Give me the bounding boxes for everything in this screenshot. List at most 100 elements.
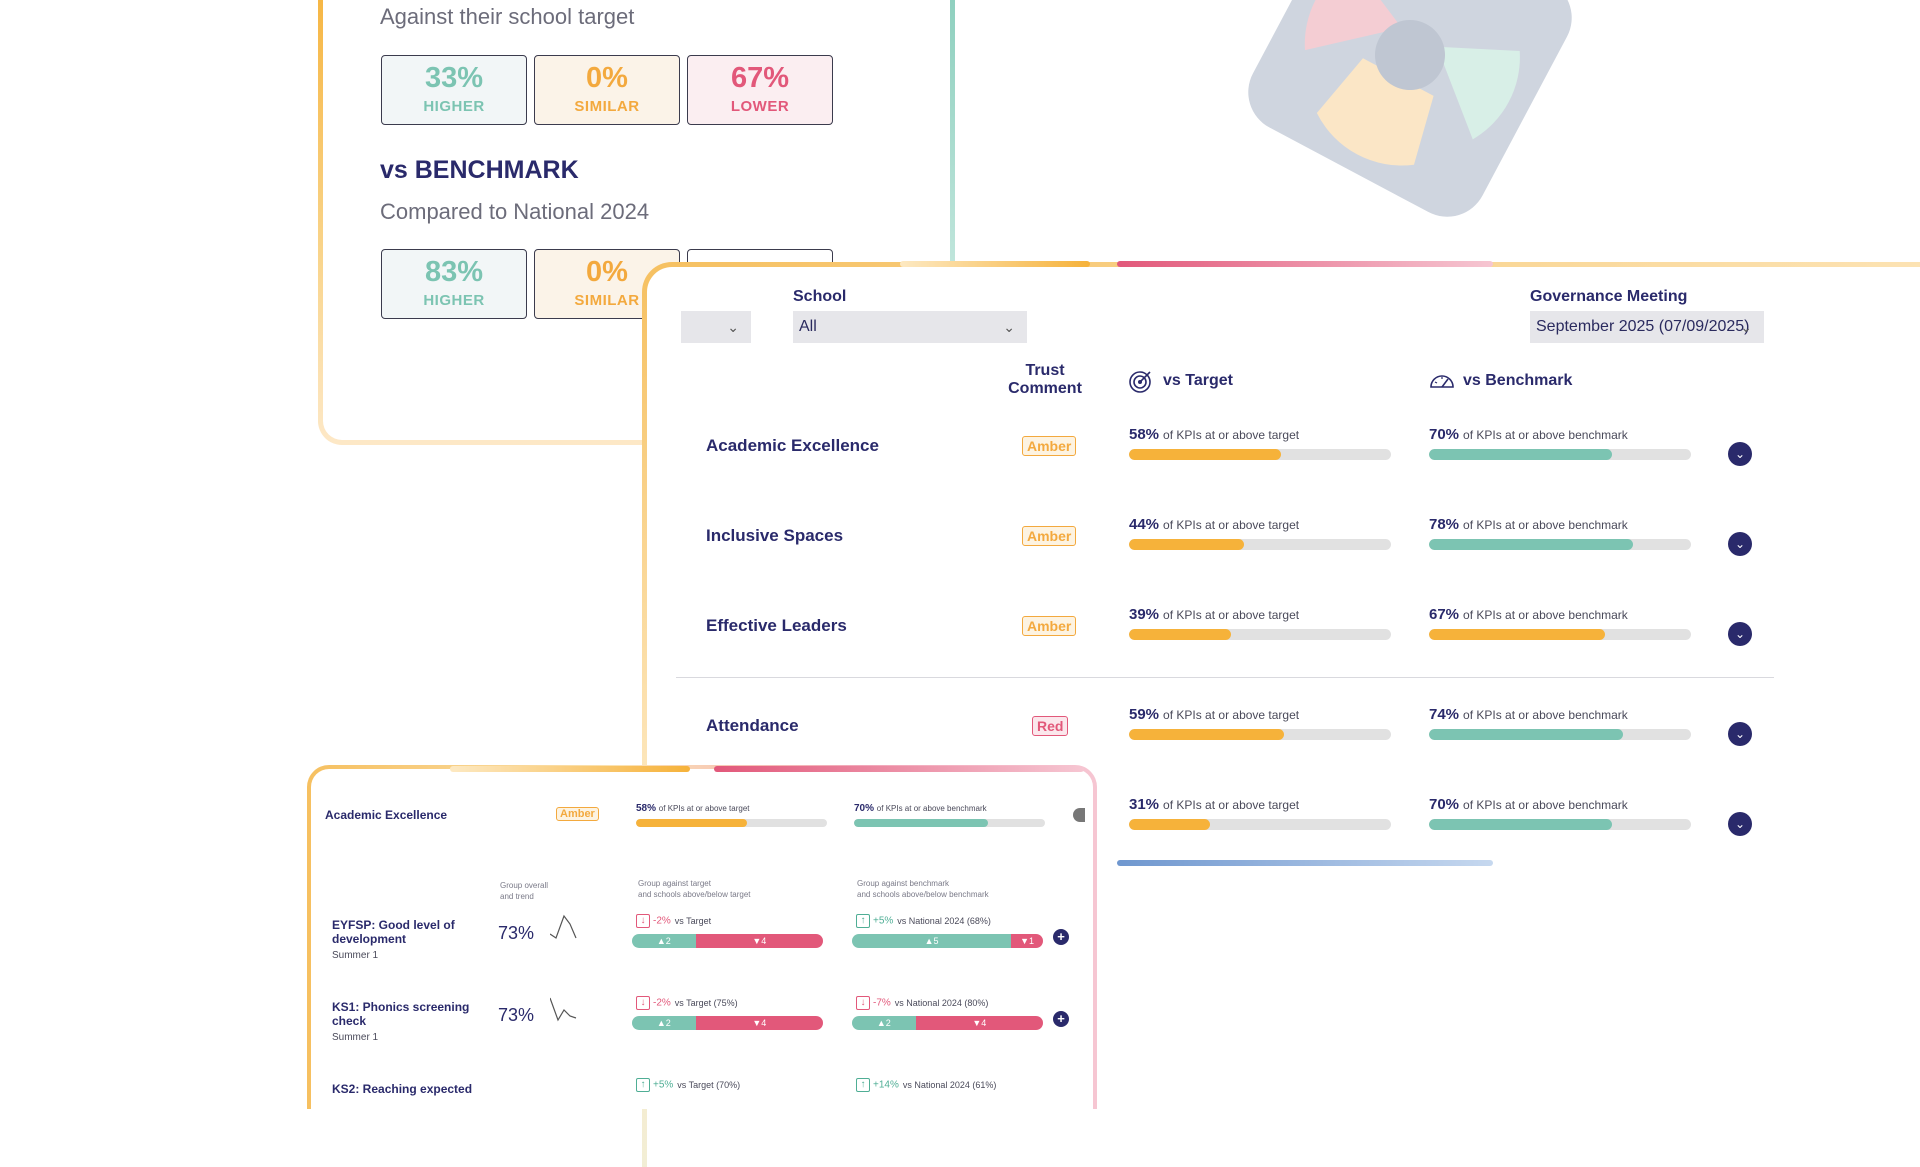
metric-title: EYFSP: Good level of development <box>332 918 455 946</box>
target-progress-fill <box>1129 819 1211 830</box>
stat-label: SIMILAR <box>574 292 640 309</box>
benchmark-kpi-text: 74% of KPIs at or above benchmark <box>1429 706 1628 723</box>
target-kpi-desc: of KPIs at or above target <box>1163 708 1300 722</box>
governance-meeting-value: September 2025 (07/09/2025) <box>1536 318 1750 335</box>
schools-below-segment: ▼4 <box>695 934 823 948</box>
chevron-down-icon: ⌄ <box>1003 319 1015 335</box>
target-schools-split-bar: ▲2 ▼4 <box>632 1016 823 1030</box>
school-select-value: All <box>799 318 817 335</box>
target-progress-bar <box>1129 819 1391 830</box>
target-kpi-text: 31% of KPIs at or above target <box>1129 796 1299 813</box>
accent-bar-pink <box>714 766 1084 772</box>
scroll-indicator[interactable] <box>1073 808 1085 822</box>
stat-label: SIMILAR <box>574 98 640 115</box>
benchmark-progress-bar <box>1429 449 1691 460</box>
benchmark-kpi-text: 70% of KPIs at or above benchmark <box>1429 796 1628 813</box>
benchmark-kpi-pct: 67% <box>1429 606 1460 623</box>
target-kpi-desc: of KPIs at or above target <box>1163 518 1300 532</box>
arrow-down-icon: ↓ <box>856 996 870 1010</box>
benchmark-delta-value: +5% <box>873 915 894 927</box>
school-select[interactable]: All ⌄ <box>793 311 1027 343</box>
target-progress-bar <box>1129 629 1391 640</box>
target-kpi-pct: 58% <box>1129 426 1160 443</box>
benchmark-kpi-desc: of KPIs at or above benchmark <box>1463 798 1628 812</box>
target-kpi-desc: of KPIs at or above target <box>1163 608 1300 622</box>
metric-title: KS1: Phonics screening check <box>332 1000 470 1028</box>
rag-badge: Amber <box>1022 526 1077 546</box>
benchmark-kpi-pct: 70% <box>1429 426 1460 443</box>
benchmark-title: vs BENCHMARK <box>380 156 579 184</box>
target-delta: ↑ +5% vs Target (70%) <box>636 1078 740 1092</box>
detail-bench-text: 70% of KPIs at or above benchmark <box>854 803 987 814</box>
expand-plus-icon[interactable]: + <box>1053 929 1069 945</box>
rag-badge: Amber <box>1022 436 1077 456</box>
arrow-up-icon: ↑ <box>856 1078 870 1092</box>
row-title: Effective Leaders <box>706 616 847 635</box>
target-kpi-text: 39% of KPIs at or above target <box>1129 606 1299 623</box>
target-kpi-pct: 44% <box>1129 516 1160 533</box>
benchmark-delta-ref: vs National 2024 (61%) <box>902 1079 997 1090</box>
expand-chevron-icon[interactable]: ⌄ <box>1728 812 1752 836</box>
stat-value: 83% <box>424 256 484 288</box>
target-delta: ↓ -2% vs Target <box>636 914 711 928</box>
detail-title: Academic Excellence <box>325 808 448 822</box>
detail-bench-track <box>854 819 1045 827</box>
target-column-header: Group against target and schools above/be… <box>638 878 751 900</box>
stat-value: 67% <box>730 62 790 94</box>
target-kpi-text: 59% of KPIs at or above target <box>1129 706 1299 723</box>
benchmark-kpi-desc: of KPIs at or above benchmark <box>1463 518 1628 532</box>
governance-meeting-select[interactable]: September 2025 (07/09/2025) ⌄ <box>1530 311 1764 343</box>
overall-column-header: Group overall and trend <box>500 880 548 902</box>
expand-plus-icon[interactable]: + <box>1053 1011 1069 1027</box>
benchmark-schools-split-bar: ▲2 ▼4 <box>852 1016 1043 1030</box>
benchmark-delta: ↑ +5% vs National 2024 (68%) <box>856 914 991 928</box>
target-icon <box>1129 371 1151 393</box>
detail-target-text: 58% of KPIs at or above target <box>636 803 750 814</box>
chevron-down-icon: ⌄ <box>1740 319 1752 335</box>
stat-label: LOWER <box>730 98 790 115</box>
target-higher-stat: 33% HIGHER <box>381 55 527 125</box>
metric-overall-pct: 73% <box>498 923 535 943</box>
filter-select-partial[interactable]: ⌄ <box>681 311 751 343</box>
benchmark-progress-fill <box>1429 729 1623 740</box>
arrow-up-icon: ↑ <box>636 1078 650 1092</box>
arrow-down-icon: ↓ <box>636 996 650 1010</box>
header-line: Group against benchmark <box>857 879 950 888</box>
arrow-up-icon: ↑ <box>856 914 870 928</box>
target-kpi-desc: of KPIs at or above target <box>1163 798 1300 812</box>
schools-below-segment: ▼4 <box>695 1016 823 1030</box>
target-delta-value: -2% <box>653 997 671 1009</box>
target-schools-split-bar: ▲2 ▼4 <box>632 934 823 948</box>
benchmark-progress-fill <box>1429 819 1613 830</box>
vs-benchmark-header: vs Benchmark <box>1463 372 1573 389</box>
benchmark-progress-fill <box>1429 539 1634 550</box>
accent-bar-pink <box>1117 261 1493 267</box>
trust-comment-header: Trust Comment <box>1008 362 1082 397</box>
expand-chevron-icon[interactable]: ⌄ <box>1728 442 1752 466</box>
expand-chevron-icon[interactable]: ⌄ <box>1728 622 1752 646</box>
target-progress-fill <box>1129 539 1245 550</box>
header-line: Group against target <box>638 879 711 888</box>
metric-term: Summer 1 <box>332 950 379 961</box>
benchmark-subtitle: Compared to National 2024 <box>380 199 650 224</box>
benchmark-kpi-desc: of KPIs at or above benchmark <box>1463 708 1628 722</box>
metric-overall-pct: 73% <box>498 1005 535 1025</box>
accent-bar-yellow <box>450 766 690 772</box>
detail-target-pct: 58% <box>636 803 657 814</box>
header-line: and schools above/below benchmark <box>857 890 989 899</box>
schools-above-segment: ▲5 <box>852 934 1012 948</box>
benchmark-delta: ↓ -7% vs National 2024 (80%) <box>856 996 988 1010</box>
expand-chevron-icon[interactable]: ⌄ <box>1728 722 1752 746</box>
expand-chevron-icon[interactable]: ⌄ <box>1728 532 1752 556</box>
target-kpi-text: 44% of KPIs at or above target <box>1129 516 1299 533</box>
target-delta: ↓ -2% vs Target (75%) <box>636 996 738 1010</box>
rag-badge: Amber <box>1022 616 1077 636</box>
row-title: Attendance <box>706 716 799 735</box>
decorative-wheel-icon <box>1248 0 1572 217</box>
target-similar-stat: 0% SIMILAR <box>534 55 680 125</box>
benchmark-delta-ref: vs National 2024 (68%) <box>897 915 991 926</box>
stat-value: 0% <box>586 256 628 288</box>
target-delta-ref: vs Target (70%) <box>677 1079 741 1090</box>
section-divider <box>676 677 1774 678</box>
target-delta-value: -2% <box>653 915 671 927</box>
